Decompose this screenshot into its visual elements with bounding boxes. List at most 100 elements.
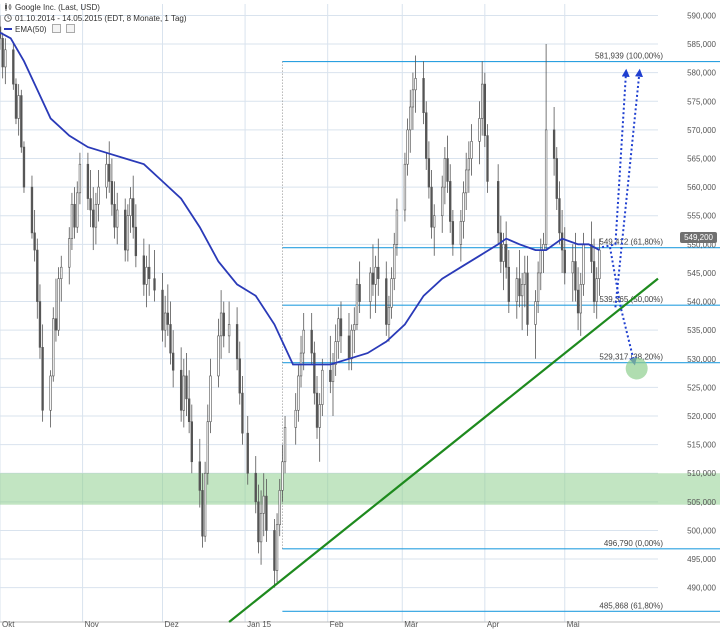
candle-down <box>89 198 92 211</box>
candle-down <box>12 49 15 85</box>
candle-up <box>520 284 524 297</box>
candle-up <box>411 89 415 108</box>
candle-up <box>571 261 574 274</box>
candle-down <box>110 181 114 205</box>
y-tick-label: 490,000 <box>687 584 716 593</box>
x-axis: Okt Nov Dez Jan 15 Feb Mär Apr Mai <box>2 620 580 629</box>
candle-up <box>145 266 148 285</box>
y-tick-label: 590,000 <box>687 11 716 20</box>
candle-down <box>148 266 151 279</box>
candle-up <box>321 369 324 405</box>
candle-down <box>425 112 428 159</box>
target-marker <box>625 357 648 380</box>
candle-up <box>219 312 223 337</box>
y-tick-label: 570,000 <box>687 126 716 135</box>
candlestick-icon <box>4 3 12 11</box>
candle-down <box>590 244 593 262</box>
indicator-settings-button[interactable] <box>51 24 61 33</box>
projection-arrow <box>601 68 630 249</box>
candle-up <box>542 244 545 251</box>
y-tick-label: 550,000 <box>687 240 716 249</box>
candle-up <box>126 215 130 251</box>
candle-down <box>187 398 191 423</box>
candle-up <box>182 375 185 411</box>
candle-down <box>33 232 36 251</box>
candle-up <box>49 375 52 411</box>
candle-up <box>443 158 447 188</box>
candlestick-series <box>0 15 601 588</box>
candle-up <box>97 186 100 205</box>
candle-down <box>422 78 425 114</box>
candle-down <box>153 278 156 291</box>
candle-up <box>281 461 284 491</box>
candle-up <box>459 221 463 245</box>
candle-down <box>92 209 95 228</box>
indicator-close-button[interactable] <box>66 24 76 33</box>
candle-down <box>504 244 508 268</box>
candle-up <box>433 215 436 228</box>
candle-up <box>206 421 209 474</box>
candle-down <box>132 198 135 228</box>
candle-down <box>257 501 260 543</box>
candle-up <box>595 278 598 302</box>
fib-level-label: 496,790 (0,00%) <box>604 539 663 548</box>
candle-up <box>462 192 465 222</box>
candle-down <box>265 495 268 531</box>
candle-up <box>164 312 167 331</box>
candle-up <box>393 244 396 279</box>
candle-up <box>116 209 119 228</box>
candle-up <box>105 163 108 188</box>
period-label: 01.10.2014 - 14.05.2015 (EDT, 8 Monate, … <box>15 14 187 23</box>
candle-down <box>73 203 76 228</box>
last-price-tag: 549,200 <box>680 232 717 243</box>
candle-down <box>113 203 116 228</box>
x-tick-label: Jan 15 <box>247 620 272 629</box>
candle-up <box>76 192 79 228</box>
candle-up <box>403 163 407 211</box>
candle-up <box>78 163 82 194</box>
y-tick-label: 500,000 <box>687 526 716 535</box>
candle-down <box>560 232 564 251</box>
candle-up <box>297 375 300 411</box>
candle-down <box>241 392 244 434</box>
candle-up <box>129 198 132 217</box>
candle-up <box>350 329 353 360</box>
candle-down <box>451 221 455 245</box>
candle-down <box>161 289 164 331</box>
candle-down <box>108 163 111 182</box>
candle-up <box>217 335 220 377</box>
candle-up <box>302 329 305 354</box>
candle-down <box>41 347 44 411</box>
candle-up <box>259 512 263 543</box>
candle-down <box>430 186 433 228</box>
candle-up <box>387 306 391 325</box>
candle-down <box>235 324 239 360</box>
y-tick-label: 510,000 <box>687 469 716 478</box>
candle-down <box>347 335 351 360</box>
candle-down <box>496 181 500 234</box>
period-row: 01.10.2014 - 14.05.2015 (EDT, 8 Monate, … <box>4 13 187 24</box>
candle-down <box>427 158 431 188</box>
candle-up <box>294 409 297 428</box>
y-tick-label: 535,000 <box>687 326 716 335</box>
y-axis: 590,000 585,000 580,000 575,000 570,000 565,0… <box>687 11 716 592</box>
y-tick-label: 495,000 <box>687 555 716 564</box>
candle-up <box>283 427 287 463</box>
candle-up <box>262 495 265 514</box>
candle-up <box>414 78 417 91</box>
ema-line <box>0 31 600 366</box>
y-tick-label: 515,000 <box>687 441 716 450</box>
candle-up <box>275 524 279 571</box>
candle-down <box>499 232 502 262</box>
support-zone <box>0 473 720 505</box>
instrument-title: Google Inc. (Last, USD) <box>15 3 100 12</box>
candle-down <box>358 284 361 302</box>
candle-up <box>502 244 505 262</box>
x-tick-label: Dez <box>165 620 179 629</box>
candle-up <box>374 266 377 285</box>
candle-up <box>409 106 412 131</box>
clock-icon <box>4 14 12 22</box>
candle-up <box>57 278 60 331</box>
candle-up <box>544 129 548 245</box>
candle-down <box>30 186 34 234</box>
